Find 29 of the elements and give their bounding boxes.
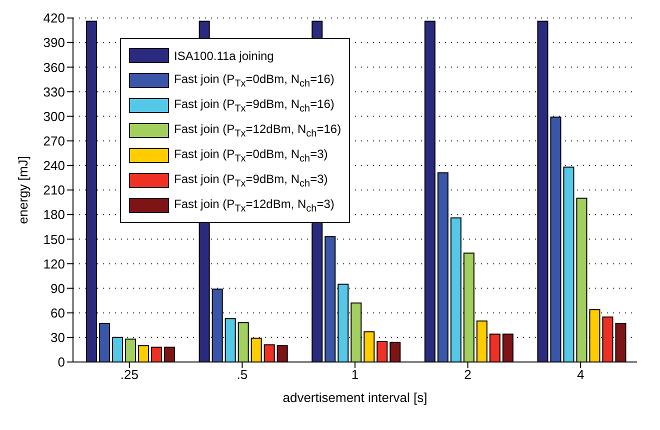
y-tick-label: 180 bbox=[43, 207, 65, 222]
legend-label: Fast join (P$_{Tx}$=0dBm, N$_{ch}$=3) bbox=[174, 146, 328, 164]
legend-label: Fast join (P$_{Tx}$=9dBm, N$_{ch}$=16) bbox=[174, 96, 334, 114]
legend-label: Fast join (P$_{Tx}$=9dBm, N$_{ch}$=3) bbox=[174, 172, 328, 190]
legend-label: Fast join (P$_{Tx}$=0dBm, N$_{ch}$=16) bbox=[174, 72, 334, 90]
y-axis-title: energy [mJ] bbox=[16, 156, 31, 224]
y-tick-label: 300 bbox=[43, 108, 65, 124]
y-tick-label: 330 bbox=[43, 84, 65, 100]
y-tick-label: 420 bbox=[43, 10, 65, 26]
x-axis-title: advertisement interval [s] bbox=[282, 390, 428, 405]
y-tick-label: 0 bbox=[58, 354, 65, 370]
y-tick-label: 210 bbox=[43, 182, 65, 198]
x-tick-label: .25 bbox=[120, 367, 138, 382]
y-tick-label: 270 bbox=[43, 133, 65, 148]
y-tick-label: 150 bbox=[43, 232, 65, 247]
y-tick-label: 360 bbox=[43, 60, 65, 75]
y-tick-label: 390 bbox=[43, 35, 65, 50]
legend-label: ISA100.11a joining bbox=[174, 48, 274, 62]
y-tick-label: 60 bbox=[50, 305, 65, 320]
x-tick-label: 2 bbox=[464, 367, 472, 382]
legend-label: Fast join (P$_{Tx}$=12dBm, N$_{ch}$=3) bbox=[174, 196, 334, 214]
x-tick-label: .5 bbox=[236, 367, 248, 382]
y-tick-label: 30 bbox=[50, 330, 65, 346]
legend-label: Fast join (P$_{Tx}$=12dBm, N$_{ch}$=16) bbox=[174, 122, 342, 140]
x-tick-label: 1 bbox=[351, 367, 359, 382]
y-tick-label: 90 bbox=[50, 280, 65, 296]
y-tick-label: 240 bbox=[43, 158, 65, 174]
x-tick-label: 4 bbox=[576, 367, 584, 382]
y-tick-label: 120 bbox=[43, 256, 65, 272]
